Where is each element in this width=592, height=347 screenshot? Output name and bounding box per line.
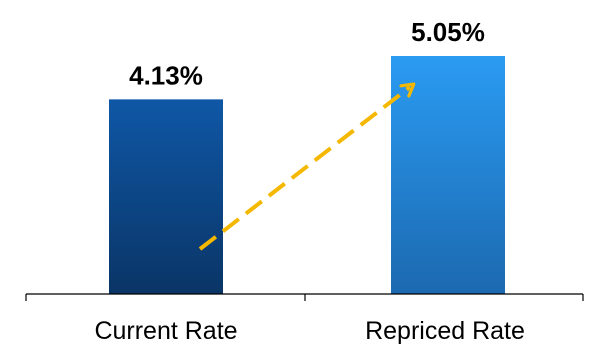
data-labels-layer: 4.13% 5.05% [129, 17, 485, 90]
x-tick-label-repriced-rate: Repriced Rate [365, 317, 525, 345]
data-label-repriced-rate: 5.05% [411, 17, 485, 47]
bar-current-rate [109, 99, 223, 294]
bars-layer [109, 56, 505, 294]
bar-repriced-rate [391, 56, 505, 294]
trend-arrow [198, 82, 416, 251]
data-label-current-rate: 4.13% [129, 60, 203, 90]
x-tick-label-current-rate: Current Rate [94, 317, 237, 345]
